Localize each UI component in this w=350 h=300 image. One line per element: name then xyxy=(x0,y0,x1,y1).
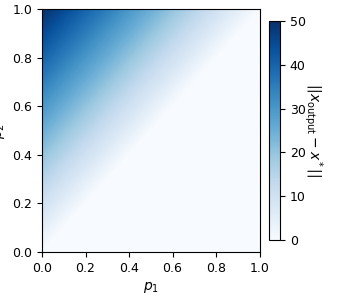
X-axis label: $p_1$: $p_1$ xyxy=(143,280,159,295)
Y-axis label: $||x_{\mathrm{output}} - x^*||$: $||x_{\mathrm{output}} - x^*||$ xyxy=(302,83,325,178)
Y-axis label: $p_2$: $p_2$ xyxy=(0,122,7,139)
